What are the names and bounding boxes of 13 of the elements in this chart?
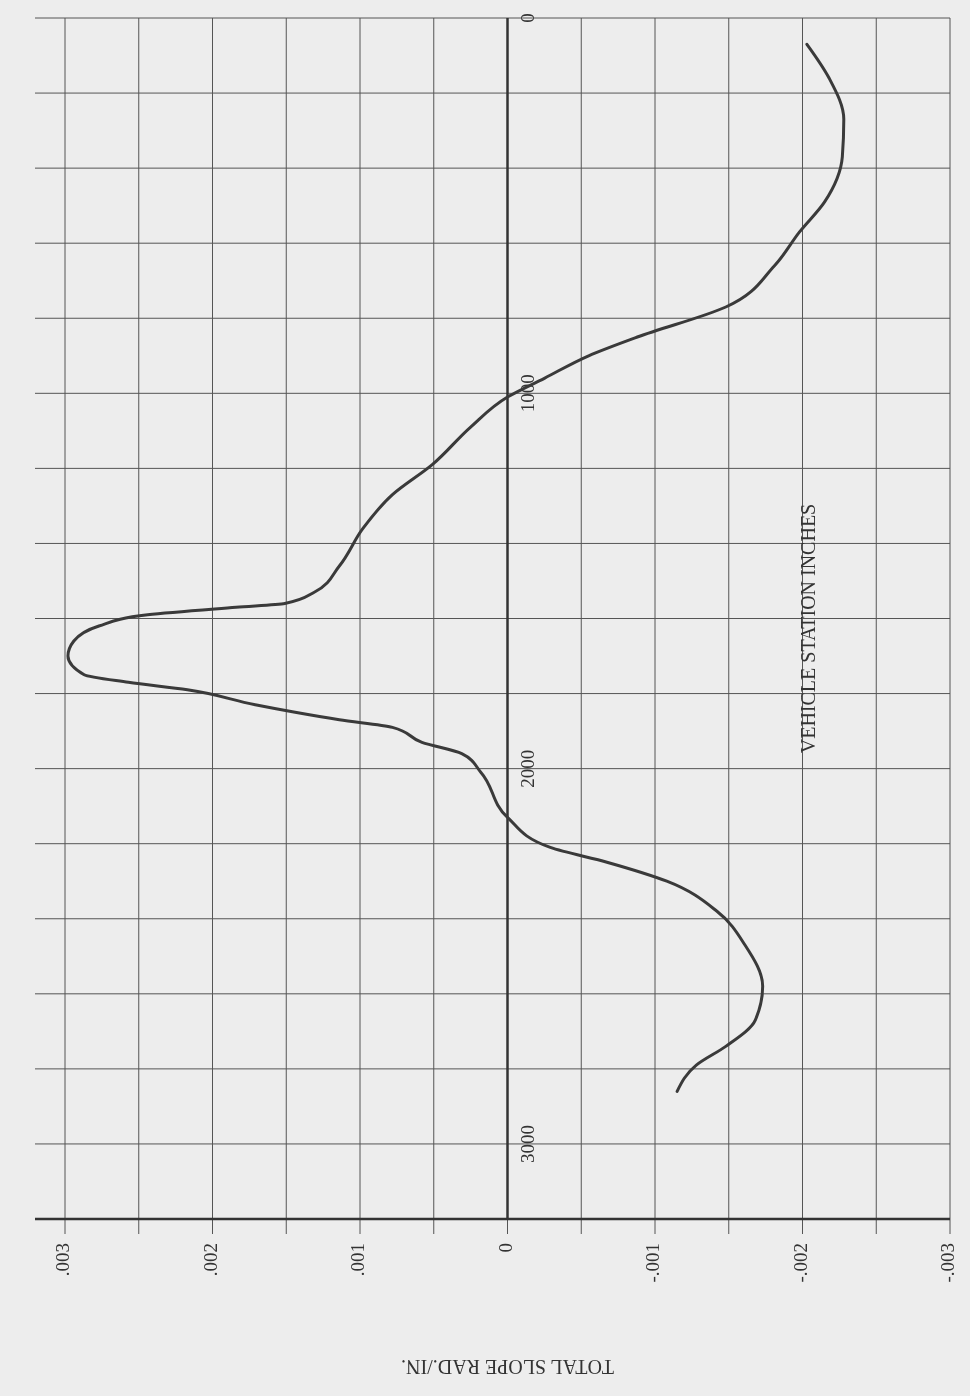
y-tick-label: 1000 (516, 374, 538, 413)
y-tick-label: 3000 (516, 1124, 538, 1163)
x-tick-label: .002 (199, 1243, 221, 1277)
x-axis-title: TOTAL SLOPE RAD./IN. (401, 1356, 614, 1379)
x-tick-label: -.003 (937, 1243, 959, 1283)
x-tick-label: -.001 (642, 1243, 664, 1283)
y-axis-title: VEHICLE STATION INCHES (796, 503, 819, 754)
x-tick-label: 0 (494, 1243, 516, 1253)
y-tick-label: 0 (516, 13, 538, 23)
x-tick-label: .001 (347, 1243, 369, 1277)
x-tick-label: .003 (52, 1243, 74, 1277)
y-tick-label: 2000 (516, 749, 538, 788)
x-tick-label: -.002 (789, 1243, 811, 1283)
